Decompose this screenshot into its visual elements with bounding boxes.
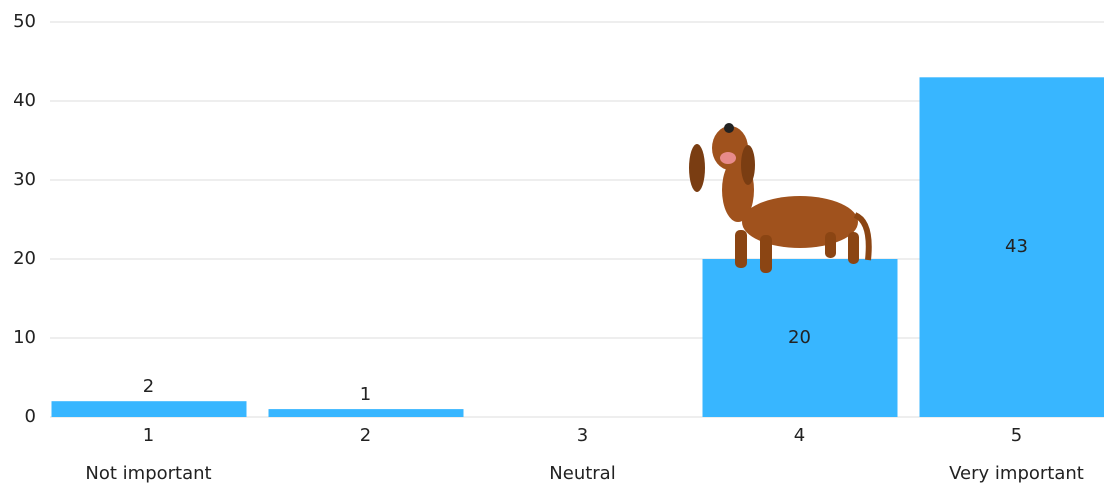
x-tick-label: 2 [360, 425, 371, 446]
value-label: 43 [1005, 236, 1028, 257]
scale-label: Very important [949, 463, 1084, 484]
bar [51, 401, 247, 417]
y-tick-label: 20 [13, 248, 36, 269]
y-tick-label: 10 [13, 327, 36, 348]
bar [919, 77, 1104, 418]
x-tick-label: 1 [143, 425, 154, 446]
x-tick-label: 4 [794, 425, 805, 446]
value-label: 20 [788, 327, 811, 348]
value-label: 2 [143, 376, 154, 397]
bar [268, 409, 464, 417]
scale-label: Not important [85, 463, 211, 484]
scale-label: Neutral [549, 463, 615, 484]
x-tick-label: 5 [1011, 425, 1022, 446]
y-tick-label: 40 [13, 90, 36, 111]
y-tick-label: 50 [13, 11, 36, 32]
y-tick-label: 30 [13, 169, 36, 190]
value-label: 1 [360, 384, 371, 405]
dog-illustration [689, 123, 872, 273]
plot-area: 0 10 20 30 40 50 1 Not important 2 2 1 3 Neutral 4 20 5… [13, 11, 1104, 484]
y-tick-label: 0 [25, 406, 36, 427]
x-tick-label: 3 [577, 425, 588, 446]
bar [702, 259, 898, 417]
